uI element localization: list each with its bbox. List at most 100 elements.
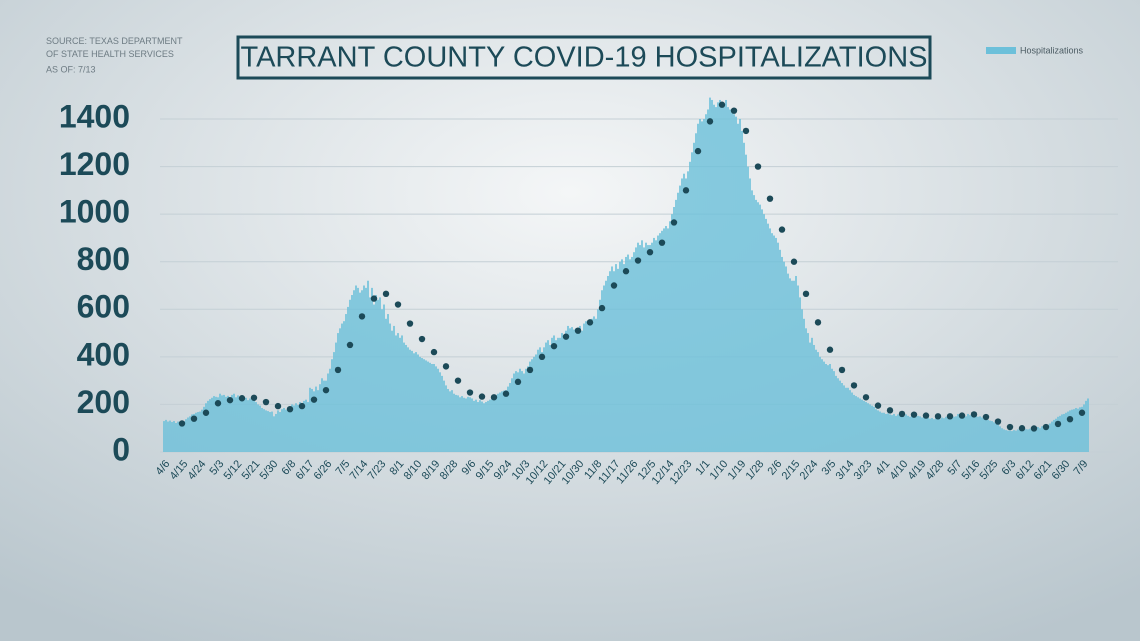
trend-dot: [310, 396, 318, 403]
bar: [411, 350, 413, 452]
bar: [925, 418, 927, 452]
bar: [209, 399, 211, 452]
bar: [1065, 412, 1067, 452]
bar: [265, 410, 267, 452]
y-tick-label: 200: [77, 384, 130, 420]
bar: [169, 420, 171, 452]
bar: [771, 233, 773, 452]
bar: [339, 328, 341, 452]
bar: [981, 417, 983, 452]
bar: [597, 309, 599, 452]
bar: [661, 230, 663, 452]
bar: [369, 297, 371, 452]
bar: [331, 359, 333, 452]
bar: [929, 418, 931, 452]
bar: [727, 107, 729, 452]
bar: [723, 104, 725, 452]
bar: [953, 416, 955, 452]
bar: [839, 380, 841, 452]
bar: [345, 314, 347, 452]
bar: [267, 411, 269, 452]
bar: [639, 245, 641, 452]
bar: [887, 413, 889, 452]
trend-dot: [826, 346, 834, 353]
bar: [271, 411, 273, 452]
bar: [807, 333, 809, 452]
bar: [1043, 426, 1045, 452]
bar: [589, 319, 591, 452]
bar: [281, 409, 283, 452]
trend-dot: [1042, 423, 1050, 431]
bar: [843, 385, 845, 452]
bar: [815, 349, 817, 452]
bar: [357, 287, 359, 452]
bar: [207, 400, 209, 452]
bar: [817, 352, 819, 452]
trend-dot: [1066, 415, 1074, 423]
bar: [863, 400, 865, 452]
bar: [183, 421, 185, 452]
trend-dot: [754, 163, 762, 170]
bar: [731, 111, 733, 452]
bar: [793, 280, 795, 452]
trend-dot: [838, 366, 846, 374]
y-tick-label: 1400: [59, 98, 130, 134]
bar: [749, 178, 751, 452]
bar: [963, 414, 965, 452]
bar: [497, 393, 499, 452]
bar: [283, 407, 285, 452]
bar: [599, 299, 601, 452]
bar: [823, 361, 825, 452]
trend-dot: [466, 389, 474, 396]
bar: [191, 414, 193, 452]
bar: [747, 166, 749, 453]
bar: [991, 421, 993, 452]
trend-dot: [958, 412, 966, 419]
bar: [423, 359, 425, 452]
bar: [1039, 428, 1041, 452]
bar: [373, 304, 375, 452]
bar: [307, 402, 309, 452]
bar: [523, 373, 525, 452]
bar: [897, 414, 899, 452]
bar: [621, 259, 623, 452]
trend-dot: [610, 282, 618, 289]
bar: [755, 199, 757, 452]
bar: [857, 397, 859, 452]
trend-dot: [442, 363, 450, 370]
trend-dot: [706, 118, 714, 125]
bar: [657, 235, 659, 452]
bar: [591, 318, 593, 452]
bar: [593, 316, 595, 452]
y-tick-label: 600: [77, 289, 130, 325]
bar: [699, 119, 701, 452]
bar: [1053, 419, 1055, 452]
trend-dot: [802, 290, 810, 298]
bar: [899, 415, 901, 452]
bar: [239, 398, 241, 452]
bar: [1067, 411, 1069, 452]
bar: [625, 256, 627, 452]
bar: [1045, 425, 1047, 452]
trend-dot: [946, 413, 954, 420]
bar: [611, 266, 613, 452]
bar: [601, 290, 603, 452]
trend-dot: [874, 402, 882, 409]
trend-dot: [730, 107, 738, 114]
bar: [233, 393, 235, 452]
bar: [785, 266, 787, 452]
bar: [587, 322, 589, 452]
bar: [187, 417, 189, 452]
bar: [551, 337, 553, 452]
bar: [655, 240, 657, 452]
bar: [907, 415, 909, 452]
bar: [405, 344, 407, 452]
bar: [181, 422, 183, 452]
bar: [441, 375, 443, 452]
bar: [309, 387, 311, 452]
bar: [641, 240, 643, 452]
bar: [399, 337, 401, 452]
bar: [741, 130, 743, 452]
bar: [403, 342, 405, 452]
